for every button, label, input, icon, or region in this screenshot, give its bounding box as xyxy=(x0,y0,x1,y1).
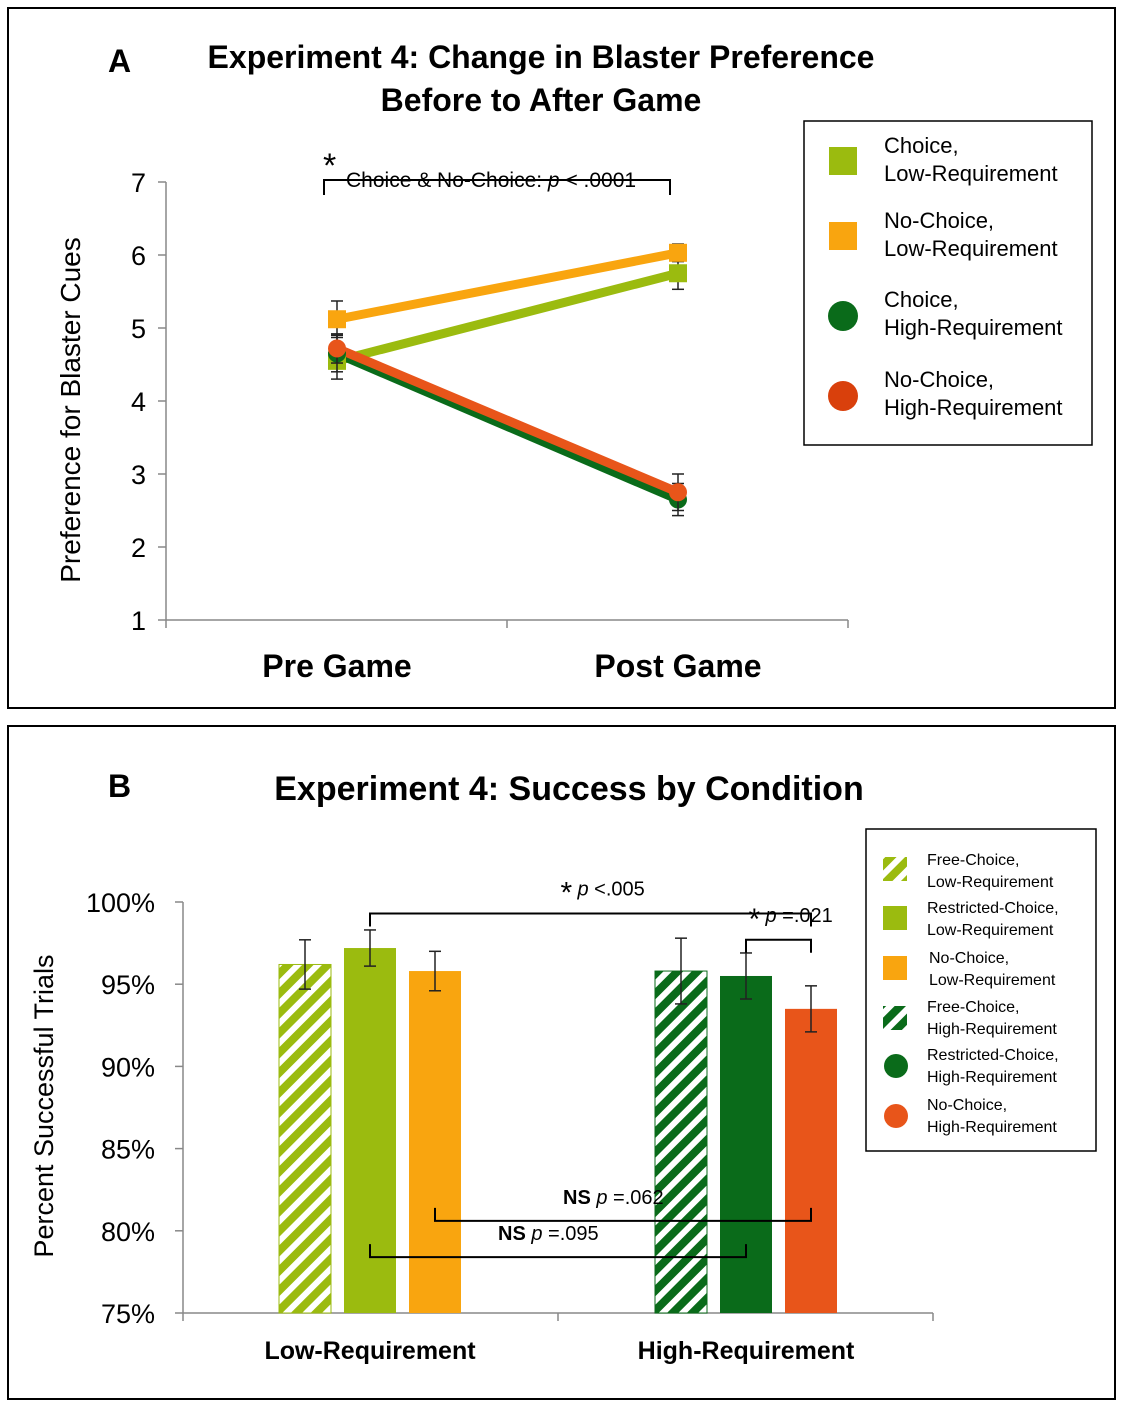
panel-a: A Experiment 4: Change in Blaster Prefer… xyxy=(7,7,1116,709)
panel-b-significance-bracket xyxy=(745,938,812,953)
legend-b-free-choice-high-line1: Free-Choice, xyxy=(927,999,1019,1016)
panel-a-significance-star: * xyxy=(323,147,336,185)
legend-a-choice-low-line1: Choice, xyxy=(884,133,959,158)
panel-b-y-ticks: 75% 80% 85% 90% 95% 100% xyxy=(86,888,183,1329)
panel-a-x-tick-post-game: Post Game xyxy=(594,648,761,684)
panel-a-y-tick-label: 5 xyxy=(131,314,146,344)
legend-b-no-choice-low-line1: No-Choice, xyxy=(929,950,1009,967)
panel-b-y-tick-label: 75% xyxy=(101,1299,155,1329)
panel-a-series-line-nochoice_low xyxy=(332,248,683,324)
panel-a-series-line-choice_high xyxy=(332,349,683,505)
legend-b-restricted-choice-high-line2: High-Requirement xyxy=(927,1069,1057,1086)
panel-b-significance-text: p <.005 xyxy=(577,879,645,901)
panel-b-x-tick-high-requirement: High-Requirement xyxy=(638,1337,855,1365)
panel-a-x-tick-pre-game: Pre Game xyxy=(262,648,411,684)
panel-a-bracket-line xyxy=(323,179,671,195)
legend-b-no-choice-low-square-icon xyxy=(883,956,907,980)
panel-a-y-ticks: 1 2 3 4 5 6 7 xyxy=(131,168,166,636)
panel-b-label: B xyxy=(108,768,131,804)
panel-a-y-tick-label: 6 xyxy=(131,241,146,271)
legend-a-nochoice-high-line1: No-Choice, xyxy=(884,367,994,392)
panel-b-y-tick-label: 85% xyxy=(101,1135,155,1165)
panel-a-series-line-choice_low xyxy=(332,268,683,366)
legend-a-choice-low-square-icon xyxy=(829,147,857,175)
panel-a-label: A xyxy=(108,43,131,79)
legend-a-nochoice-low-square-icon xyxy=(829,222,857,250)
panel-a-title-line2: Before to After Game xyxy=(381,82,702,118)
panel-b-y-tick-label: 80% xyxy=(101,1217,155,1247)
legend-b-no-choice-high-line2: High-Requirement xyxy=(927,1119,1057,1136)
panel-b-significance-bracket xyxy=(369,1244,747,1259)
legend-b-restricted-choice-low-line1: Restricted-Choice, xyxy=(927,900,1059,917)
panel-b-bars xyxy=(278,929,837,1314)
panel-b-significance-bracket xyxy=(434,1207,812,1222)
legend-b-free-choice-low-hatched-square-icon xyxy=(883,857,907,881)
panel-b-ns-text: NS p =.062 xyxy=(563,1187,664,1209)
panel-a-y-tick-label: 3 xyxy=(131,460,146,490)
panel-a-point-choice_low xyxy=(669,264,687,283)
panel-a-y-tick-label: 1 xyxy=(131,606,146,636)
panel-b-bar-high-2 xyxy=(785,1008,837,1313)
panel-a-title-line1: Experiment 4: Change in Blaster Preferen… xyxy=(208,39,875,75)
panel-a-significance-bracket: * Choice & No-Choice: p < .0001 xyxy=(323,147,671,195)
panel-b-bar-low-0 xyxy=(278,963,332,1314)
panel-a-significance-text: Choice & No-Choice: p < .0001 xyxy=(346,169,636,192)
panel-a-point-nochoice_low xyxy=(328,310,346,329)
panel-a-axes xyxy=(165,182,849,628)
panel-b-bar-high-1 xyxy=(720,975,772,1313)
panel-b-significance-star: * xyxy=(561,877,573,910)
legend-b-restricted-choice-low-line2: Low-Requirement xyxy=(927,922,1054,939)
panel-b-y-axis-label: Percent Successful Trials xyxy=(29,954,59,1257)
legend-b-restricted-choice-high-line1: Restricted-Choice, xyxy=(927,1047,1059,1064)
legend-a-nochoice-high-line2: High-Requirement xyxy=(884,395,1063,420)
legend-b-free-choice-low-line1: Free-Choice, xyxy=(927,852,1019,869)
panel-a-series xyxy=(328,243,687,517)
panel-b-bar-low-2 xyxy=(409,971,461,1313)
panel-a-point-nochoice_high xyxy=(328,339,346,358)
legend-b-restricted-choice-high-circle-icon xyxy=(884,1054,908,1078)
legend-a-nochoice-high-circle-icon xyxy=(828,381,858,411)
panel-b-y-tick-label: 90% xyxy=(101,1052,155,1082)
panel-a-y-tick-label: 4 xyxy=(131,387,146,417)
legend-b-restricted-choice-low-square-icon xyxy=(883,906,907,930)
legend-b-free-choice-high-hatched-square-icon xyxy=(883,1006,907,1030)
panel-b: B Experiment 4: Success by Condition Per… xyxy=(7,725,1116,1400)
legend-b-no-choice-high-circle-icon xyxy=(884,1104,908,1128)
panel-b-significance-text: p =.021 xyxy=(765,905,833,927)
legend-b-no-choice-high-line1: No-Choice, xyxy=(927,1097,1007,1114)
panel-a-series-line-nochoice_high xyxy=(332,343,683,497)
panel-b-frame xyxy=(7,725,1116,1400)
panel-b-legend: Free-Choice, Low-Requirement Restricted-… xyxy=(865,828,1097,1152)
panel-b-bar-high-0 xyxy=(654,970,708,1314)
panel-a-legend: Choice, Low-Requirement No-Choice, Low-R… xyxy=(803,120,1093,446)
panel-a-y-tick-label: 2 xyxy=(131,533,146,563)
panel-b-legend-box xyxy=(865,828,1097,1152)
panel-a-y-tick-label: 7 xyxy=(131,168,146,198)
panel-a-y-axis-label: Preference for Blaster Cues xyxy=(55,237,86,583)
panel-a-point-nochoice_low xyxy=(669,243,687,262)
panel-b-significance-bracket xyxy=(369,912,812,927)
panel-b-y-tick-label: 100% xyxy=(86,888,155,918)
legend-a-choice-high-line2: High-Requirement xyxy=(884,315,1063,340)
panel-b-y-tick-label: 95% xyxy=(101,970,155,1000)
panel-a-point-nochoice_high xyxy=(669,483,687,502)
legend-b-free-choice-low-line2: Low-Requirement xyxy=(927,874,1054,891)
legend-a-nochoice-low-line2: Low-Requirement xyxy=(884,236,1058,261)
panel-b-title: Experiment 4: Success by Condition xyxy=(274,770,863,808)
panel-a-frame xyxy=(7,7,1116,709)
legend-a-choice-high-circle-icon xyxy=(828,301,858,331)
legend-a-choice-low-line2: Low-Requirement xyxy=(884,161,1058,186)
legend-b-free-choice-high-line2: High-Requirement xyxy=(927,1021,1057,1038)
panel-b-bar-low-1 xyxy=(344,948,396,1313)
legend-a-choice-high-line1: Choice, xyxy=(884,287,959,312)
panel-b-significance-star: * xyxy=(749,903,761,936)
legend-a-nochoice-low-line1: No-Choice, xyxy=(884,208,994,233)
legend-b-no-choice-low-line2: Low-Requirement xyxy=(929,972,1056,989)
panel-b-ns-text: NS p =.095 xyxy=(498,1223,599,1245)
panel-b-x-tick-low-requirement: Low-Requirement xyxy=(264,1337,476,1365)
